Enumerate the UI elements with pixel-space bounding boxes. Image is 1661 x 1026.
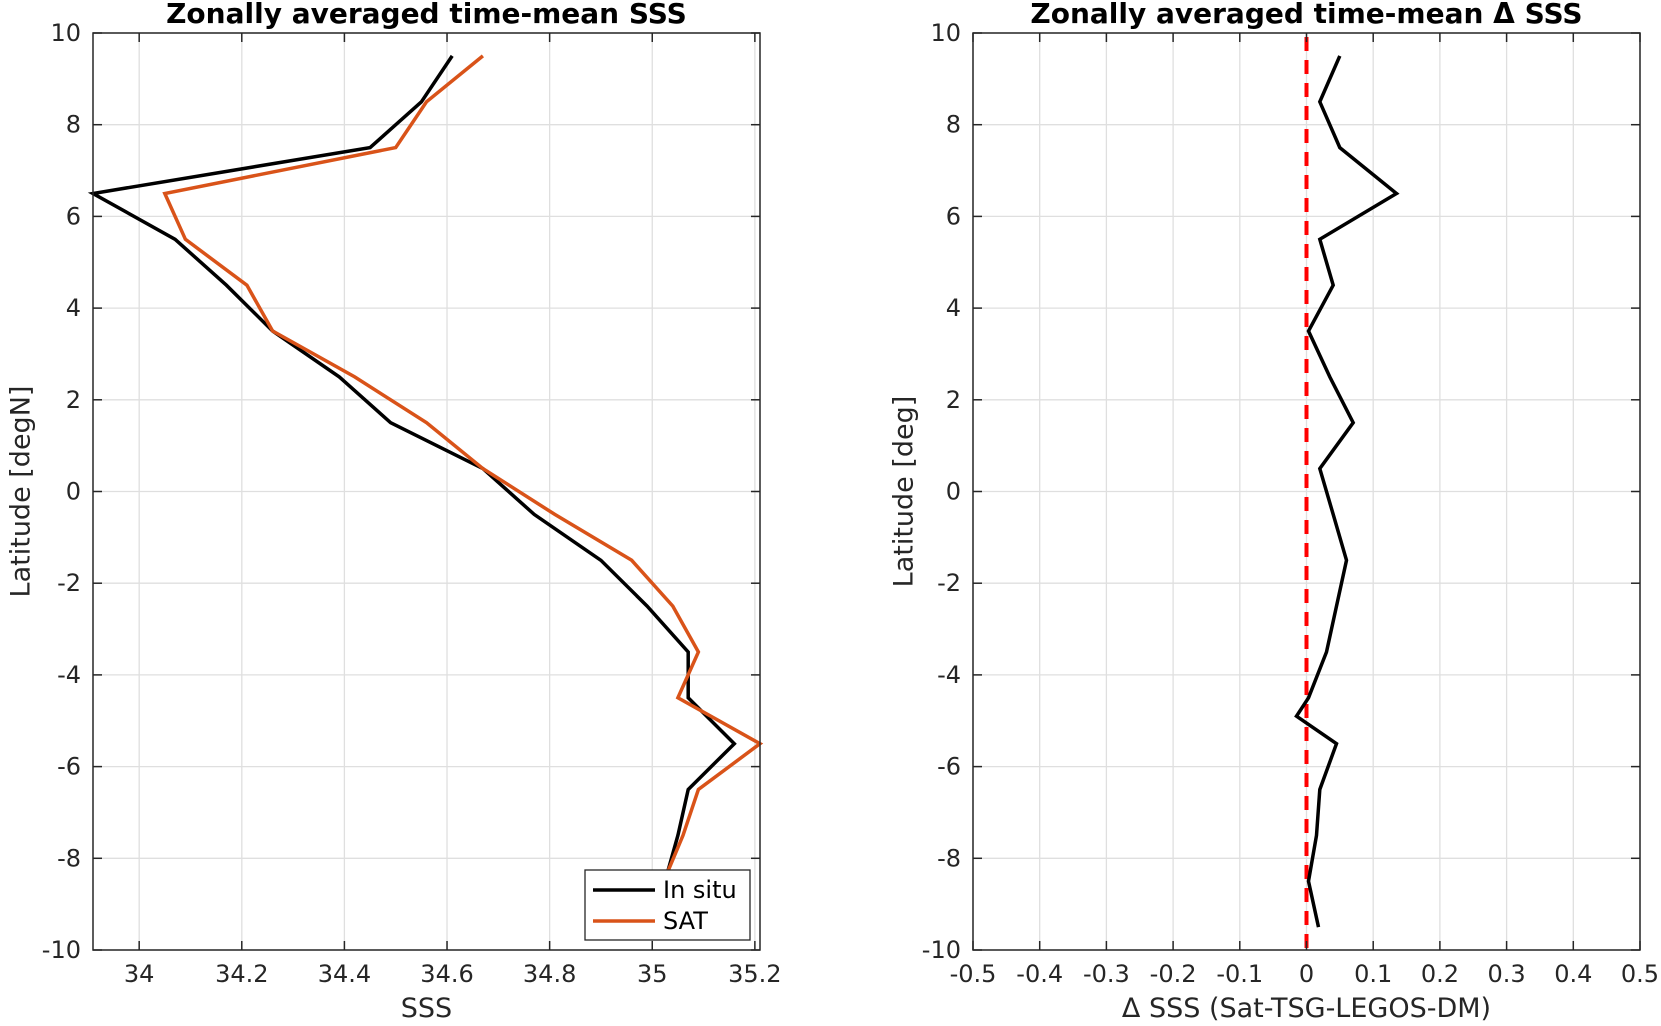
delta-sss-x-tick-label: -0.3: [1083, 960, 1130, 988]
delta-sss-grid: [972, 32, 1641, 951]
delta-sss-y-tick-label: -4: [937, 661, 961, 689]
delta-sss-y-tick-label: 2: [946, 386, 961, 414]
sss-x-tick-label: 34.4: [318, 960, 371, 988]
delta-sss-ticks: -0.5 -0.4 -0.3 -0.2 -0.1 0 0.1 0.2 0.3 0.4 0.5 -10 -…: [922, 19, 1659, 988]
sss-y-tick-label: 2: [66, 386, 81, 414]
sss-y-tick-label: 4: [66, 294, 81, 322]
delta-sss-x-tick-label: -0.2: [1150, 960, 1197, 988]
sss-x-tick-label: 34.6: [420, 960, 473, 988]
delta-sss-y-tick-label: 4: [946, 294, 961, 322]
delta-sss-y-tick-label: 6: [946, 202, 961, 230]
delta-sss-y-axis-label: Latitude [deg]: [889, 396, 920, 588]
sss-y-tick-label: 8: [66, 111, 81, 139]
delta-sss-x-tick-label: 0.1: [1354, 960, 1392, 988]
sss-y-tick-label: -8: [57, 844, 81, 872]
delta-sss-x-tick-label: 0: [1299, 960, 1314, 988]
sss-x-tick-label: 35: [637, 960, 668, 988]
sss-y-tick-label: -6: [57, 753, 81, 781]
delta-sss-x-tick-label: 0.2: [1421, 960, 1459, 988]
sss-legend: In situ SAT: [584, 869, 751, 941]
delta-sss-y-tick-label: -10: [922, 936, 961, 964]
sss-y-tick-label: 6: [66, 202, 81, 230]
delta-sss-chart-title: Zonally averaged time-mean Δ SSS: [1030, 0, 1582, 30]
sss-y-axis-label: Latitude [degN]: [6, 386, 37, 598]
sss-x-tick-label: 34.2: [215, 960, 268, 988]
delta-sss-x-tick-label: -0.1: [1216, 960, 1263, 988]
sss-y-tick-label: 10: [50, 19, 81, 47]
sss-y-tick-label: -4: [57, 661, 81, 689]
delta-sss-y-tick-label: -6: [937, 753, 961, 781]
sss-x-tick-label: 35.2: [728, 960, 781, 988]
sss-ticks: 34 34.2 34.4 34.6 34.8 35 35.2 -10 -8 -6 -4 -2 0 2 4 6 8…: [42, 19, 782, 988]
sss-panel: 34 34.2 34.4 34.6 34.8 35 35.2 -10 -8 -6 -4 -2 0 2 4 6 8…: [6, 0, 782, 1024]
delta-sss-x-tick-label: -0.4: [1016, 960, 1063, 988]
sss-in-situ-line: [87, 54, 737, 873]
sss-x-tick-label: 34.8: [523, 960, 576, 988]
delta-sss-lines: [1294, 37, 1400, 948]
sss-y-tick-label: -2: [57, 569, 81, 597]
sss-sat-line: [162, 54, 764, 873]
sss-chart-title: Zonally averaged time-mean SSS: [166, 0, 687, 30]
delta-sss-y-tick-label: -8: [937, 844, 961, 872]
delta-sss-y-tick-label: -2: [937, 569, 961, 597]
delta-sss-x-tick-label: -0.5: [950, 960, 997, 988]
delta-sss-x-tick-label: 0.5: [1621, 960, 1659, 988]
delta-sss-x-axis-label: Δ SSS (Sat-TSG-LEGOS-DM): [1122, 993, 1491, 1024]
delta-sss-y-tick-label: 8: [946, 111, 961, 139]
sss-grid: [93, 32, 760, 951]
sss-y-tick-label: 0: [66, 478, 81, 506]
legend-box: [584, 869, 751, 941]
delta-sss-series-0-line: [1294, 55, 1400, 928]
delta-sss-x-tick-label: 0.3: [1488, 960, 1526, 988]
legend-in-situ-label: In situ: [663, 876, 737, 904]
sss-x-tick-label: 34: [124, 960, 155, 988]
delta-sss-y-tick-label: 0: [946, 478, 961, 506]
delta-sss-panel: -0.5 -0.4 -0.3 -0.2 -0.1 0 0.1 0.2 0.3 0.4 0.5 -10 -…: [889, 0, 1660, 1024]
legend-sat-label: SAT: [663, 907, 708, 935]
sss-lines: [87, 54, 764, 873]
delta-sss-y-tick-label: 10: [930, 19, 961, 47]
delta-sss-x-tick-label: 0.4: [1554, 960, 1592, 988]
sss-x-axis-label: SSS: [401, 993, 452, 1024]
sss-y-tick-label: -10: [42, 936, 81, 964]
